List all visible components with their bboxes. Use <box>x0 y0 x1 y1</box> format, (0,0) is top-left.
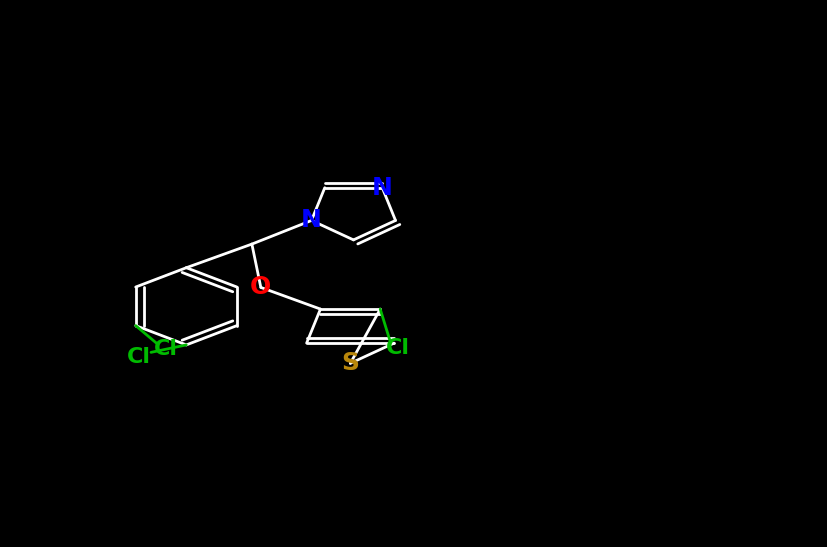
Text: Cl: Cl <box>385 339 409 358</box>
Text: Cl: Cl <box>127 347 151 366</box>
Text: N: N <box>371 176 392 200</box>
Text: Cl: Cl <box>153 339 177 359</box>
Text: S: S <box>341 351 359 375</box>
Text: N: N <box>301 208 322 232</box>
Text: O: O <box>250 276 271 299</box>
